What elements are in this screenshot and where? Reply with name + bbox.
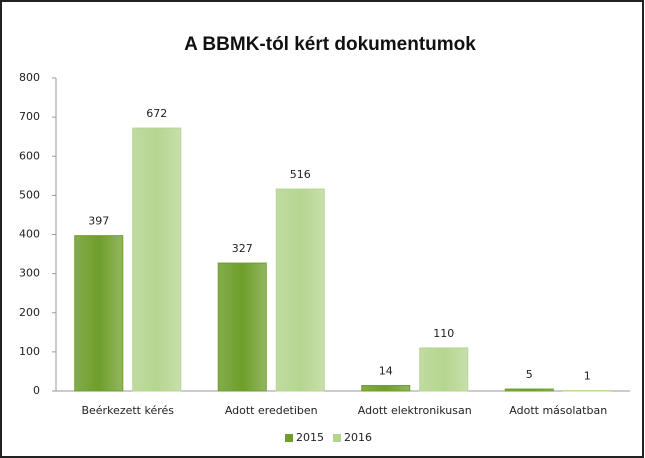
x-tick-label: Adott elektronikusan: [358, 404, 472, 417]
data-label: 5: [526, 368, 533, 381]
data-label: 14: [379, 365, 393, 378]
data-label: 1: [584, 370, 591, 383]
bar: [217, 262, 267, 392]
bar: [275, 188, 325, 392]
bar: [132, 127, 182, 392]
legend-label: 2015: [296, 431, 324, 444]
legend-label: 2016: [344, 431, 372, 444]
bar: [74, 235, 124, 392]
data-label: 397: [88, 215, 109, 228]
bar: [504, 388, 554, 392]
y-tick-label: 400: [19, 228, 40, 241]
y-tick-label: 800: [19, 71, 40, 84]
y-tick-label: 0: [33, 384, 40, 397]
y-tick-label: 200: [19, 306, 40, 319]
x-tick-label: Adott eredetiben: [225, 404, 318, 417]
y-tick-label: 700: [19, 110, 40, 123]
x-tick-label: Adott másolatban: [509, 404, 607, 417]
bar: [419, 347, 469, 392]
y-tick-label: 300: [19, 267, 40, 280]
y-tick-label: 100: [19, 345, 40, 358]
bar: [361, 385, 411, 392]
data-label: 327: [232, 242, 253, 255]
chart-title: A BBMK-tól kért dokumentumok: [184, 34, 476, 55]
data-label: 516: [290, 168, 311, 181]
data-label: 110: [433, 327, 454, 340]
legend-swatch: [285, 434, 293, 442]
legend-swatch: [333, 434, 341, 442]
x-tick-label: Beérkezett kérés: [81, 404, 174, 417]
data-label: 672: [146, 107, 167, 120]
y-tick-label: 500: [19, 188, 40, 201]
y-tick-label: 600: [19, 149, 40, 162]
